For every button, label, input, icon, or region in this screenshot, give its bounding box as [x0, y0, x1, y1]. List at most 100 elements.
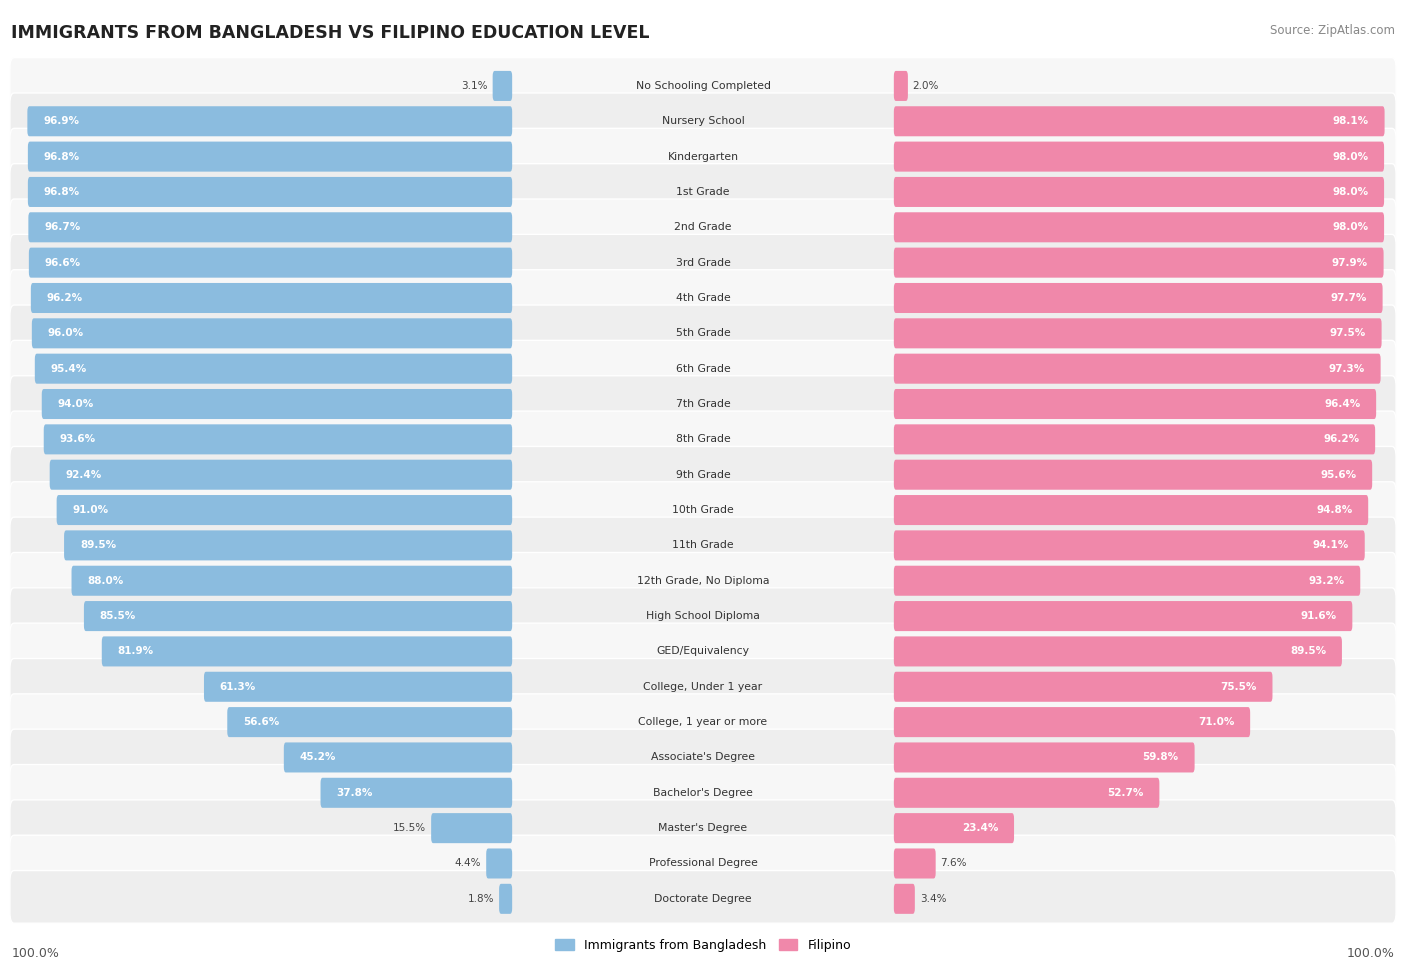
Text: 7th Grade: 7th Grade	[676, 399, 730, 410]
Text: High School Diploma: High School Diploma	[647, 611, 759, 621]
Text: 85.5%: 85.5%	[100, 611, 136, 621]
Text: 4th Grade: 4th Grade	[676, 292, 730, 303]
FancyBboxPatch shape	[204, 672, 512, 702]
Text: 6th Grade: 6th Grade	[676, 364, 730, 373]
FancyBboxPatch shape	[894, 566, 1360, 596]
FancyBboxPatch shape	[72, 566, 512, 596]
FancyBboxPatch shape	[28, 141, 512, 172]
FancyBboxPatch shape	[492, 71, 512, 101]
Text: 1.8%: 1.8%	[468, 894, 495, 904]
Text: 91.6%: 91.6%	[1301, 611, 1337, 621]
Text: 23.4%: 23.4%	[962, 823, 998, 834]
FancyBboxPatch shape	[894, 707, 1250, 737]
Text: Bachelor's Degree: Bachelor's Degree	[652, 788, 754, 798]
FancyBboxPatch shape	[10, 729, 1396, 782]
Text: 59.8%: 59.8%	[1143, 753, 1178, 762]
FancyBboxPatch shape	[10, 553, 1396, 605]
Text: Kindergarten: Kindergarten	[668, 151, 738, 162]
Text: 98.1%: 98.1%	[1333, 116, 1368, 127]
FancyBboxPatch shape	[56, 495, 512, 526]
Text: 97.9%: 97.9%	[1331, 257, 1368, 268]
FancyBboxPatch shape	[284, 742, 512, 772]
Text: 71.0%: 71.0%	[1198, 717, 1234, 727]
Text: College, Under 1 year: College, Under 1 year	[644, 682, 762, 692]
FancyBboxPatch shape	[10, 305, 1396, 358]
Text: 11th Grade: 11th Grade	[672, 540, 734, 551]
Legend: Immigrants from Bangladesh, Filipino: Immigrants from Bangladesh, Filipino	[550, 934, 856, 957]
FancyBboxPatch shape	[27, 106, 512, 137]
Text: 96.2%: 96.2%	[1323, 434, 1360, 445]
FancyBboxPatch shape	[894, 318, 1382, 348]
Text: 15.5%: 15.5%	[394, 823, 426, 834]
Text: 100.0%: 100.0%	[11, 947, 59, 960]
FancyBboxPatch shape	[894, 389, 1376, 419]
FancyBboxPatch shape	[42, 389, 512, 419]
FancyBboxPatch shape	[10, 836, 1396, 888]
FancyBboxPatch shape	[10, 871, 1396, 923]
Text: 94.8%: 94.8%	[1316, 505, 1353, 515]
FancyBboxPatch shape	[894, 848, 935, 878]
FancyBboxPatch shape	[228, 707, 512, 737]
Text: 96.8%: 96.8%	[44, 187, 80, 197]
Text: 98.0%: 98.0%	[1331, 187, 1368, 197]
FancyBboxPatch shape	[894, 495, 1368, 526]
Text: 89.5%: 89.5%	[80, 540, 117, 551]
Text: 1st Grade: 1st Grade	[676, 187, 730, 197]
FancyBboxPatch shape	[894, 141, 1384, 172]
Text: 61.3%: 61.3%	[219, 682, 256, 692]
Text: Doctorate Degree: Doctorate Degree	[654, 894, 752, 904]
FancyBboxPatch shape	[894, 813, 1014, 843]
FancyBboxPatch shape	[10, 234, 1396, 287]
Text: 96.2%: 96.2%	[46, 292, 83, 303]
FancyBboxPatch shape	[10, 623, 1396, 676]
Text: 81.9%: 81.9%	[118, 646, 153, 656]
Text: 93.2%: 93.2%	[1309, 575, 1344, 586]
Text: 95.6%: 95.6%	[1320, 470, 1357, 480]
Text: 98.0%: 98.0%	[1331, 151, 1368, 162]
FancyBboxPatch shape	[10, 411, 1396, 464]
Text: 92.4%: 92.4%	[66, 470, 101, 480]
Text: 94.0%: 94.0%	[58, 399, 94, 410]
Text: No Schooling Completed: No Schooling Completed	[636, 81, 770, 91]
Text: 5th Grade: 5th Grade	[676, 329, 730, 338]
Text: 91.0%: 91.0%	[73, 505, 108, 515]
FancyBboxPatch shape	[894, 637, 1341, 667]
FancyBboxPatch shape	[10, 482, 1396, 534]
FancyBboxPatch shape	[894, 176, 1384, 207]
Text: Source: ZipAtlas.com: Source: ZipAtlas.com	[1270, 24, 1395, 37]
FancyBboxPatch shape	[894, 742, 1195, 772]
Text: 3.4%: 3.4%	[920, 894, 946, 904]
FancyBboxPatch shape	[30, 248, 512, 278]
FancyBboxPatch shape	[31, 283, 512, 313]
FancyBboxPatch shape	[894, 601, 1353, 631]
Text: 8th Grade: 8th Grade	[676, 434, 730, 445]
Text: 75.5%: 75.5%	[1220, 682, 1257, 692]
Text: 9th Grade: 9th Grade	[676, 470, 730, 480]
Text: 96.0%: 96.0%	[48, 329, 84, 338]
Text: 98.0%: 98.0%	[1331, 222, 1368, 232]
Text: 93.6%: 93.6%	[59, 434, 96, 445]
FancyBboxPatch shape	[65, 530, 512, 561]
Text: Nursery School: Nursery School	[662, 116, 744, 127]
FancyBboxPatch shape	[894, 424, 1375, 454]
FancyBboxPatch shape	[49, 459, 512, 489]
FancyBboxPatch shape	[32, 318, 512, 348]
Text: 96.9%: 96.9%	[44, 116, 79, 127]
FancyBboxPatch shape	[35, 354, 512, 384]
Text: 89.5%: 89.5%	[1289, 646, 1326, 656]
FancyBboxPatch shape	[10, 58, 1396, 110]
FancyBboxPatch shape	[10, 340, 1396, 393]
Text: Professional Degree: Professional Degree	[648, 858, 758, 869]
Text: 3rd Grade: 3rd Grade	[675, 257, 731, 268]
FancyBboxPatch shape	[894, 459, 1372, 489]
Text: Master's Degree: Master's Degree	[658, 823, 748, 834]
FancyBboxPatch shape	[10, 270, 1396, 323]
Text: 97.5%: 97.5%	[1330, 329, 1365, 338]
Text: 96.4%: 96.4%	[1324, 399, 1360, 410]
FancyBboxPatch shape	[894, 106, 1385, 137]
FancyBboxPatch shape	[44, 424, 512, 454]
Text: Associate's Degree: Associate's Degree	[651, 753, 755, 762]
Text: College, 1 year or more: College, 1 year or more	[638, 717, 768, 727]
FancyBboxPatch shape	[894, 883, 915, 914]
FancyBboxPatch shape	[10, 694, 1396, 747]
